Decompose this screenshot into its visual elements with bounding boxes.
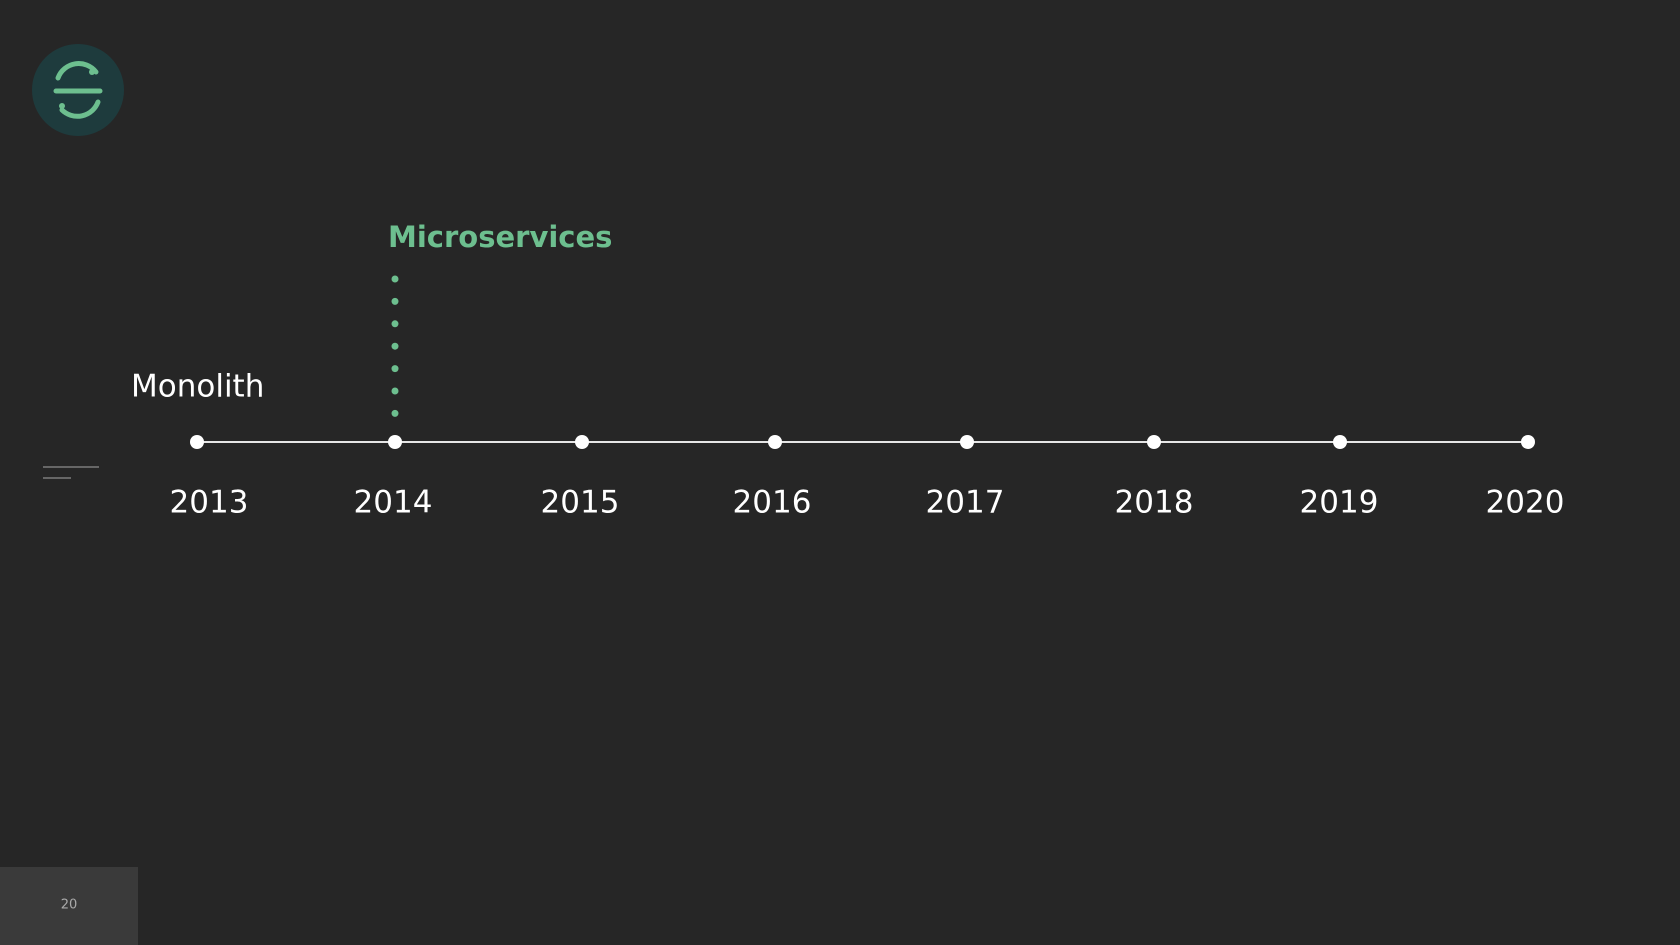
year-label: 2018 [1115,485,1194,521]
timeline-node [768,435,782,449]
connector-dot [391,342,399,350]
logo [32,44,124,136]
timeline-node [1147,435,1161,449]
year-label: 2013 [170,485,249,521]
timeline-node [388,435,402,449]
timeline-node [1333,435,1347,449]
year-label: 2015 [541,485,620,521]
timeline-node [575,435,589,449]
logo-dot [59,103,65,109]
connector-dot [391,365,399,373]
connector-dot [391,387,399,395]
connector-dot [391,320,399,328]
year-label: 2017 [926,485,1005,521]
timeline-node [1521,435,1535,449]
page-number-box [0,867,138,945]
year-label: 2019 [1300,485,1379,521]
connector-dot [391,275,399,283]
monolith-label: Monolith [131,369,264,405]
dotted-connector [391,275,399,417]
year-label: 2020 [1486,485,1565,521]
timeline-node [960,435,974,449]
year-label: 2016 [733,485,812,521]
timeline-node [190,435,204,449]
microservices-label: Microservices [388,220,612,254]
logo-arc [59,99,101,119]
page-number: 20 [61,898,78,913]
logo-arc [55,61,99,81]
timeline-years: 2013 2014 2015 2016 2017 2018 2019 2020 [170,435,1565,521]
connector-dot [391,297,399,305]
year-label: 2014 [354,485,433,521]
logo-dot [89,69,95,75]
connector-dot [391,409,399,417]
